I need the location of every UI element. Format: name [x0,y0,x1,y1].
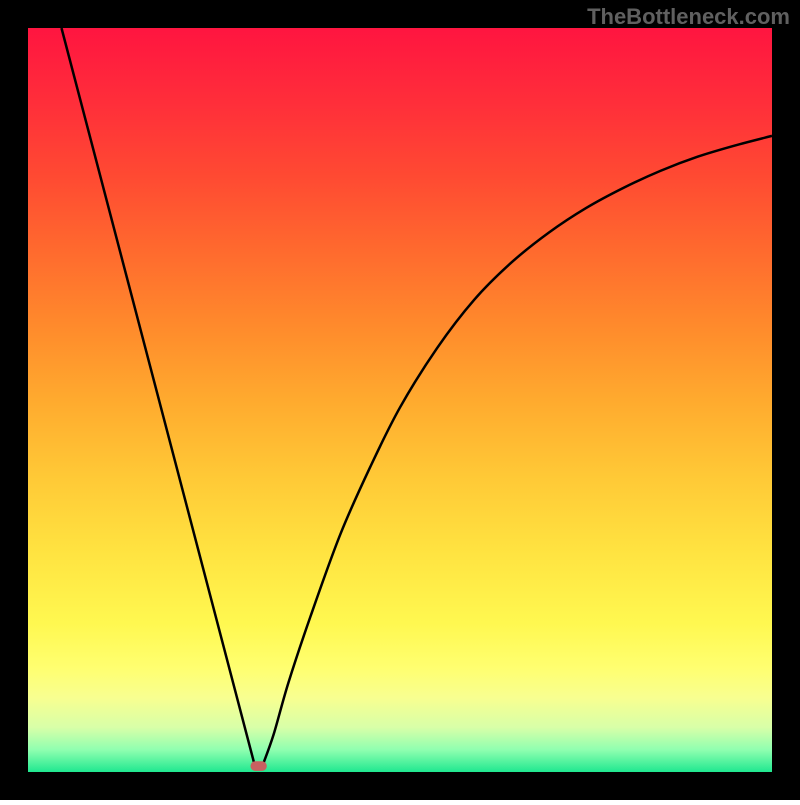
chart-svg [0,0,800,800]
min-marker [250,761,266,771]
watermark-text: TheBottleneck.com [587,4,790,30]
bottleneck-chart: TheBottleneck.com [0,0,800,800]
plot-background [28,28,772,772]
